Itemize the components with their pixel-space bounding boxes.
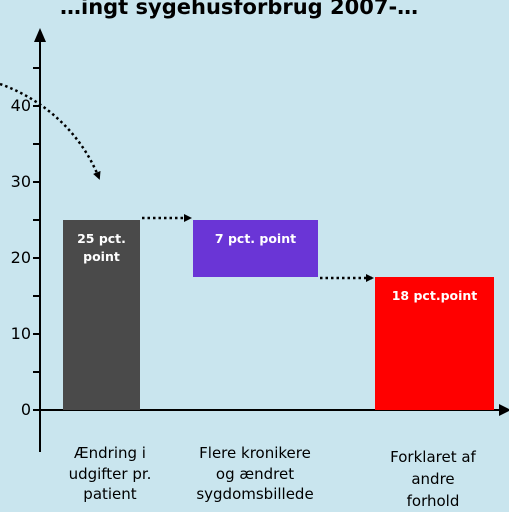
bar-1 [63, 220, 140, 410]
category-label: Ændring i [74, 444, 146, 462]
category-label: Flere kronikere [199, 444, 311, 462]
bar-2 [193, 220, 318, 277]
y-tick-label: 20 [11, 248, 31, 267]
category-label: Forklaret af [390, 448, 476, 466]
bar-3 [375, 277, 494, 410]
x-axis-arrowhead [499, 404, 509, 416]
category-label: forhold [407, 492, 460, 510]
incoming-curved-arrow [0, 82, 101, 180]
category-label: sygdomsbillede [196, 485, 313, 503]
category-labels: Ændring i udgifter pr. patient Flere kronik… [69, 444, 477, 510]
bar-value-label: 18 pct.point [392, 288, 478, 303]
y-tick-label: 30 [11, 172, 31, 191]
y-tick-label: 40 [11, 96, 31, 115]
bar-value-label: 7 pct. point [215, 231, 296, 246]
connectors [0, 82, 374, 282]
category-label: andre [411, 470, 454, 488]
y-tick-label: 10 [11, 324, 31, 343]
bar-value-label: 25 pct. [77, 231, 126, 246]
bar-value-label: point [83, 249, 120, 264]
y-axis-arrowhead [34, 28, 46, 42]
category-label: patient [83, 485, 136, 503]
chart-title: …ingt sygehusforbrug 2007-… [60, 0, 418, 19]
y-tick-label: 0 [21, 400, 31, 419]
category-label: udgifter pr. [69, 465, 152, 483]
bars: 25 pct. point 7 pct. point 18 pct.point [63, 220, 494, 410]
category-label: og ændret [216, 465, 294, 483]
